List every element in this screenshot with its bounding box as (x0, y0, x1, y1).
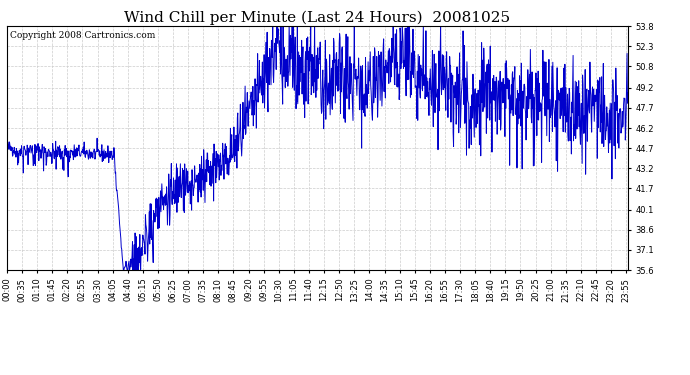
Text: Copyright 2008 Cartronics.com: Copyright 2008 Cartronics.com (10, 31, 155, 40)
Title: Wind Chill per Minute (Last 24 Hours)  20081025: Wind Chill per Minute (Last 24 Hours) 20… (124, 11, 511, 25)
